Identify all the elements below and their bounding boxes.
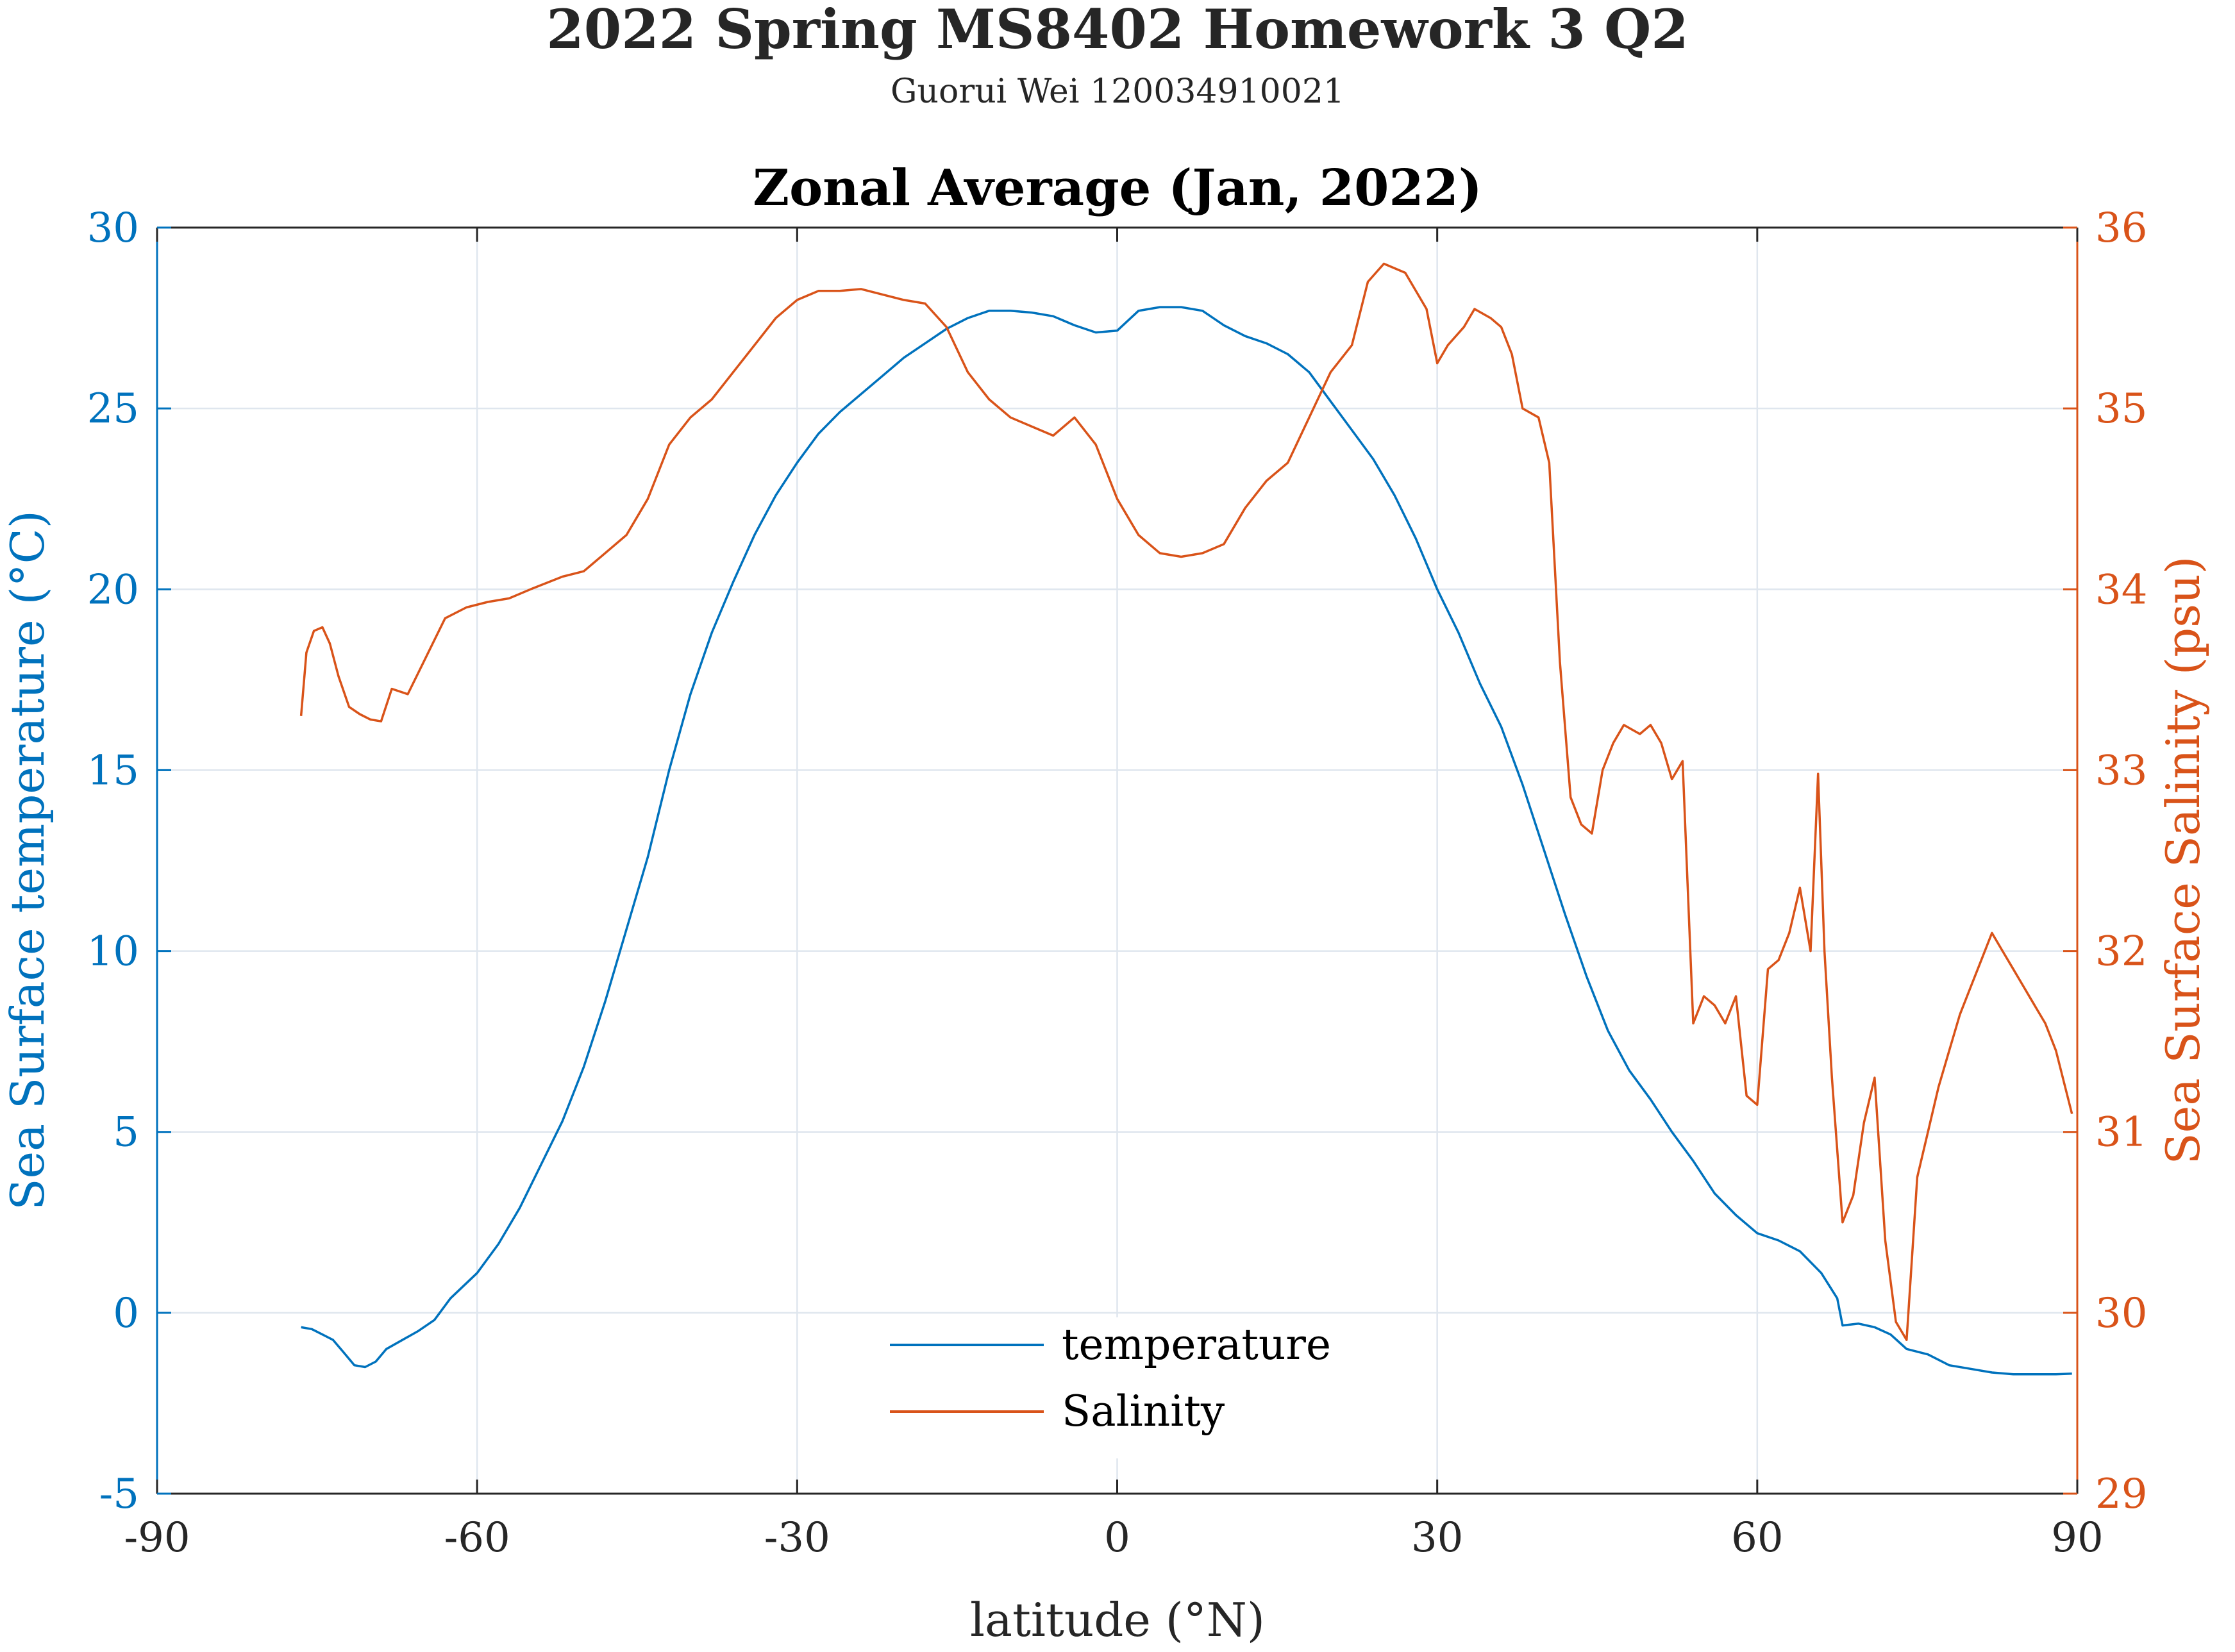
chart-title: Zonal Average (Jan, 2022)	[753, 159, 1482, 217]
x-tick-label: -30	[764, 1514, 830, 1562]
legend-box	[869, 1317, 1382, 1458]
y-tick-label: 10	[87, 928, 139, 976]
y-tick-label: 15	[87, 747, 139, 794]
series-line-salinity	[299, 262, 2073, 1341]
y-axis-ticks: -5 0 5 10 15 20 25 30	[87, 204, 171, 1518]
y2-axis-label: Sea Surface Salinity (psu)	[2156, 556, 2210, 1164]
figure-title: 2022 Spring MS8402 Homework 3 Q2	[546, 0, 1688, 61]
y-tick-label: 20	[87, 566, 139, 613]
x-tick-label: 90	[2051, 1514, 2103, 1562]
y2-tick-label: 29	[2095, 1471, 2147, 1518]
y2-tick-label: 33	[2095, 747, 2147, 794]
x-tick-label: -60	[444, 1514, 510, 1562]
y2-tick-label: 35	[2095, 385, 2147, 433]
x-tick-label: -90	[124, 1514, 190, 1562]
legend-label-salinity: Salinity	[1062, 1387, 1225, 1436]
y2-tick-label: 31	[2095, 1109, 2147, 1156]
y2-tick-label: 34	[2095, 566, 2147, 613]
x-gridlines	[476, 228, 1759, 1494]
legend: temperature Salinity	[869, 1317, 1382, 1458]
y-tick-label: 25	[87, 385, 139, 433]
y-gridlines	[157, 407, 2077, 1314]
y2-tick-label: 30	[2095, 1290, 2147, 1337]
y-tick-label: -5	[99, 1471, 139, 1518]
x-tick-label: 30	[1411, 1514, 1463, 1562]
y2-tick-label: 36	[2095, 204, 2147, 252]
series-line-temperature	[301, 306, 2072, 1376]
x-axis-label: latitude (°N)	[970, 1593, 1265, 1647]
y2-axis-ticks: 29 30 31 32 33 34 35 36	[2063, 204, 2147, 1518]
legend-label-temperature: temperature	[1062, 1320, 1331, 1369]
y-tick-label: 30	[87, 204, 139, 252]
figure-subtitle: Guorui Wei 120034910021	[891, 72, 1344, 111]
x-tick-label: 0	[1104, 1514, 1130, 1562]
y-tick-label: 0	[113, 1290, 139, 1337]
y2-tick-label: 32	[2095, 928, 2147, 976]
x-axis-ticks: -90 -60 -30 0 30 60 90	[124, 228, 2104, 1562]
x-tick-label: 60	[1731, 1514, 1783, 1562]
y-axis-label: Sea Surface temperature (°C)	[1, 510, 54, 1210]
y-tick-label: 5	[113, 1109, 139, 1156]
series-layer	[299, 262, 2073, 1376]
